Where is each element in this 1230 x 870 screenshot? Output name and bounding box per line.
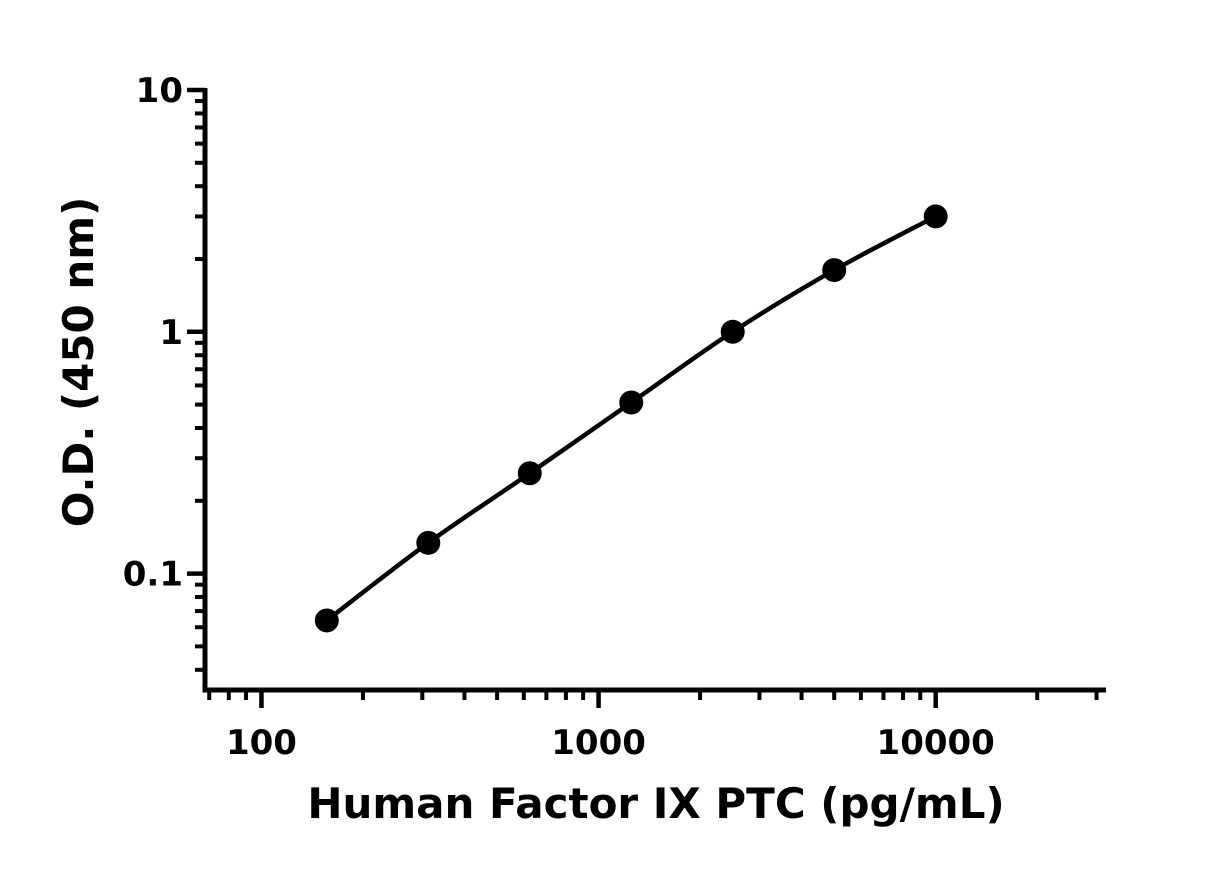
x-axis-title: Human Factor IX PTC (pg/mL)	[307, 779, 1004, 828]
y-axis-title: O.D. (450 nm)	[54, 197, 103, 528]
data-point	[720, 319, 745, 344]
data-point	[923, 204, 948, 229]
series-line	[325, 214, 937, 623]
x-tick-label: 10000	[877, 723, 995, 763]
data-point	[517, 461, 542, 486]
x-axis-major-ticks	[259, 690, 938, 708]
series-points	[314, 204, 948, 633]
y-tick-label: 0.1	[123, 555, 183, 595]
data-point	[416, 530, 441, 555]
data-point	[314, 608, 339, 633]
data-point	[822, 258, 847, 283]
x-tick-label: 100	[226, 723, 297, 763]
y-axis-major-ticks	[187, 87, 205, 576]
y-tick-label: 1	[159, 313, 183, 353]
data-point	[619, 390, 644, 415]
y-axis-tick-labels: 0.1 1 10	[123, 71, 183, 595]
y-tick-label: 10	[136, 71, 183, 111]
x-axis-tick-labels: 100 1000 10000	[226, 723, 995, 763]
x-tick-label: 1000	[551, 723, 646, 763]
